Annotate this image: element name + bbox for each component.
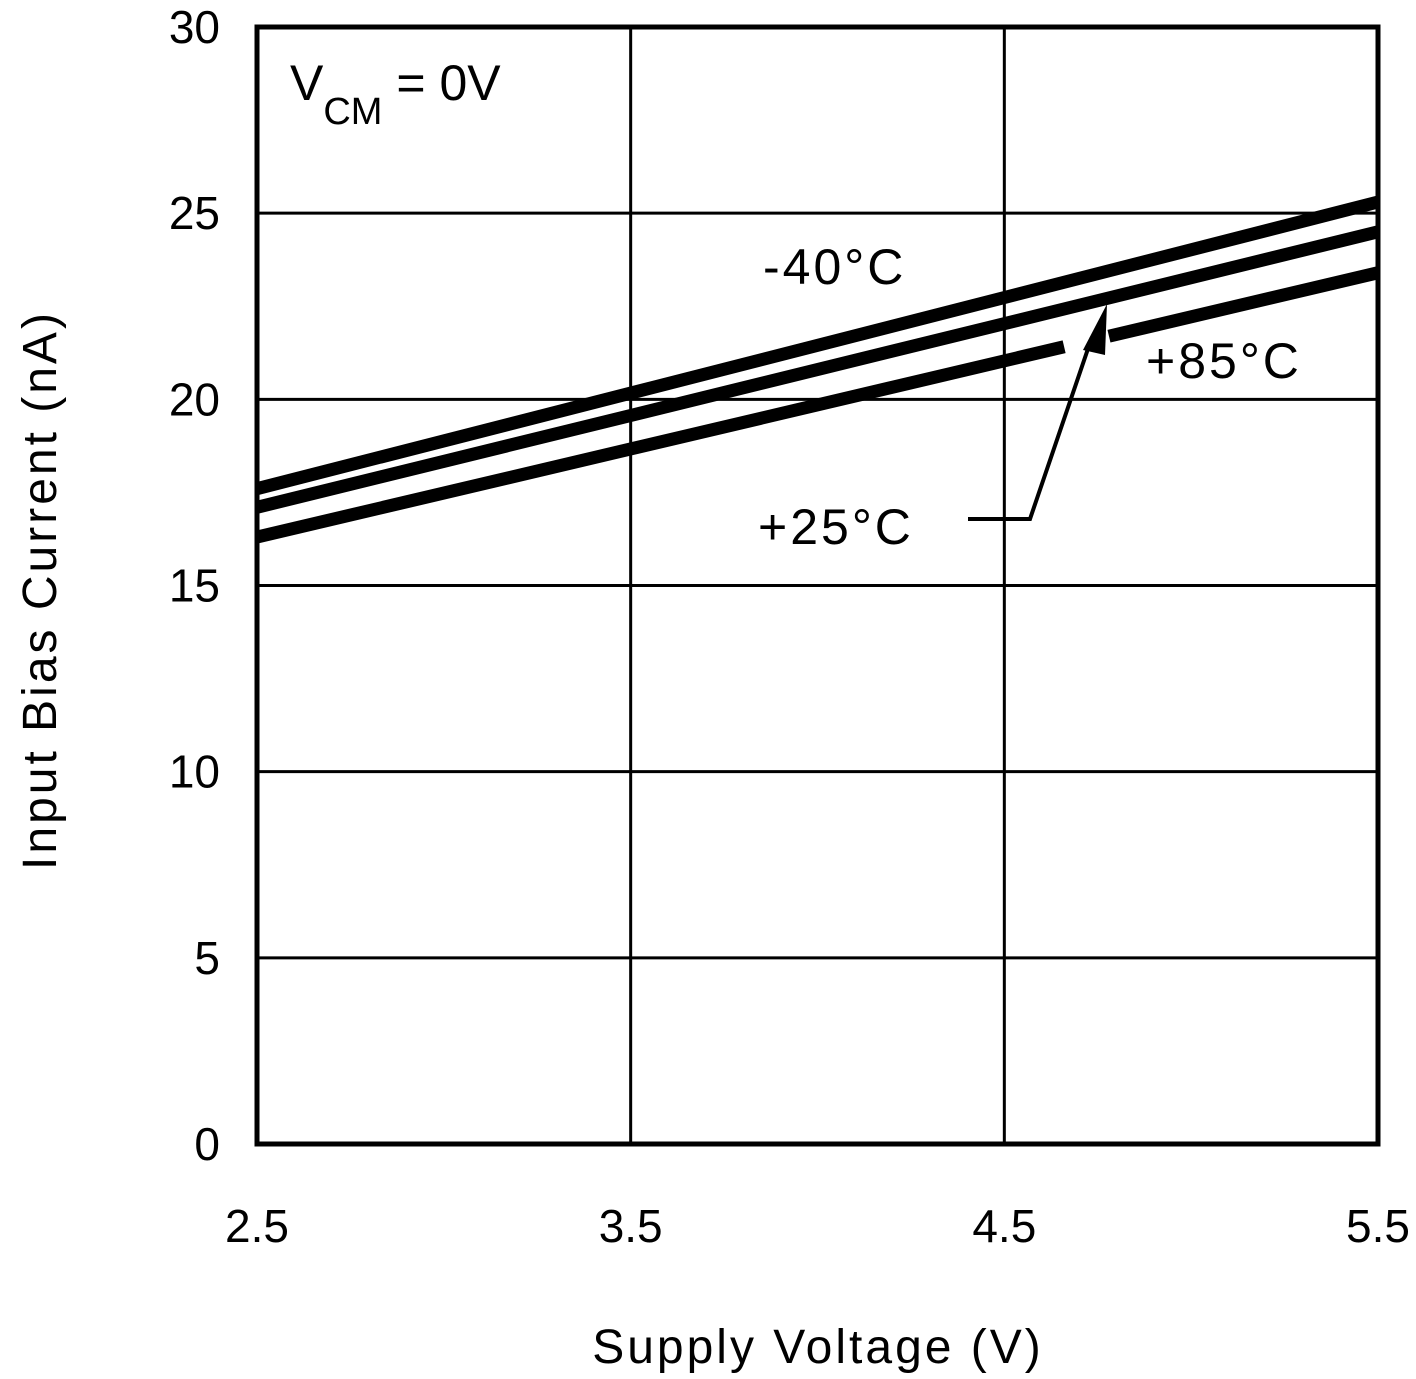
- x-tick-label-4.5: 4.5: [972, 1200, 1036, 1252]
- y-tick-label-30: 30: [169, 1, 220, 53]
- condition-rest: = 0V: [382, 55, 501, 111]
- x-axis-title: Supply Voltage (V): [592, 1321, 1044, 1374]
- series-label-plus-85c: +85°C: [1146, 333, 1302, 389]
- x-tick-labels: 2.5 3.5 4.5 5.5: [225, 1200, 1410, 1252]
- y-tick-labels: 0 5 10 15 20 25 30: [169, 1, 220, 1170]
- y-tick-label-25: 25: [169, 187, 220, 239]
- series-label-plus-25c: +25°C: [758, 499, 914, 555]
- condition-subscript: CM: [323, 91, 382, 133]
- y-tick-label-15: 15: [169, 560, 220, 612]
- plus-25c-arrowhead: [1083, 304, 1107, 355]
- x-tick-label-5.5: 5.5: [1346, 1200, 1410, 1252]
- series-line-plus-85c-segment-2: [1107, 266, 1380, 343]
- series-line-minus-40c: [255, 195, 1380, 495]
- series-lines: [255, 195, 1380, 544]
- y-tick-label-0: 0: [194, 1118, 220, 1170]
- series-line-plus-85c-segment-1: [255, 340, 1066, 544]
- y-tick-label-20: 20: [169, 373, 220, 425]
- y-tick-label-10: 10: [169, 746, 220, 798]
- x-tick-label-2.5: 2.5: [225, 1200, 289, 1252]
- plus-25c-leader-line: [968, 336, 1094, 521]
- y-axis-title: Input Bias Current (nA): [14, 310, 67, 870]
- series-label-minus-40c: -40°C: [763, 239, 906, 295]
- condition-label: VCM = 0V: [290, 55, 501, 133]
- condition-main: V: [290, 55, 324, 111]
- y-tick-label-5: 5: [194, 932, 220, 984]
- plot-frame: [254, 24, 1381, 1147]
- series-line-plus-25c: [255, 225, 1380, 514]
- x-tick-label-3.5: 3.5: [599, 1200, 663, 1252]
